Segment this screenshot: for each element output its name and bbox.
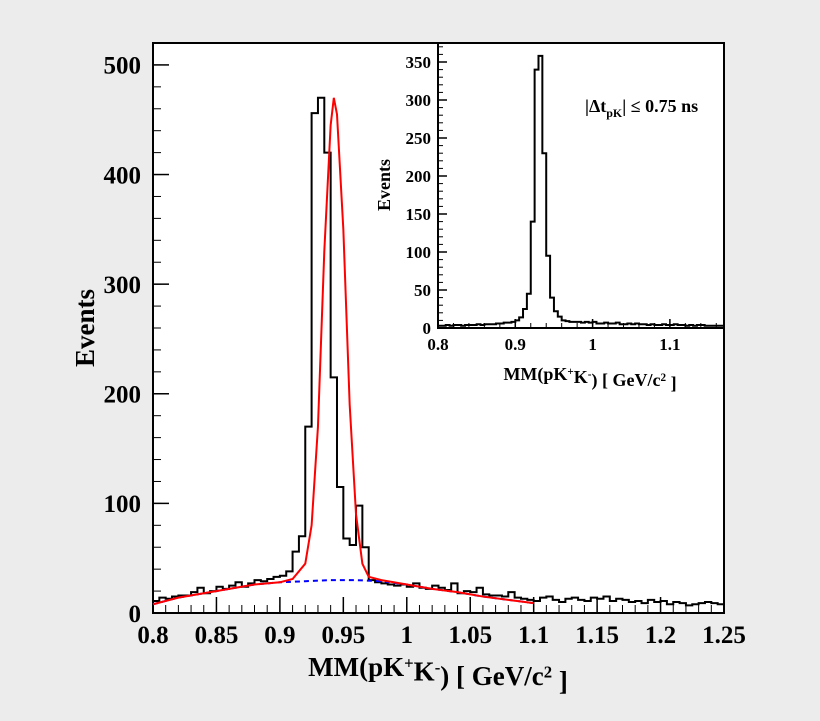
main-x-tick-label: 1.05 xyxy=(448,622,492,649)
inset-plot: 0 50 100 150 200 250 300 350 0.8 0.9 1 1.1 MM(pK+​K-… xyxy=(374,42,725,393)
inset-y-tick-label: 100 xyxy=(406,243,432,262)
main-y-tick-label: 0 xyxy=(129,601,142,628)
main-x-tick-label: 0.9 xyxy=(264,622,295,649)
inset-y-tick-label: 50 xyxy=(414,281,431,300)
main-x-tick-label: 0.95 xyxy=(321,622,365,649)
main-x-axis-label: MM(pK+​K-​) [ GeV/c2​ ] xyxy=(308,652,568,696)
inset-y-tick-label: 0 xyxy=(423,319,432,338)
main-histogram-series xyxy=(153,96,724,607)
main-total-fit-curve xyxy=(152,97,534,606)
main-x-tick-label: 0.8 xyxy=(137,622,168,649)
main-x-tick-label: 0.85 xyxy=(195,622,239,649)
inset-y-axis-label: Events xyxy=(374,159,394,211)
inset-histogram-series xyxy=(438,54,724,327)
main-x-tick-label: 1.25 xyxy=(702,622,746,649)
inset-y-tick-label: 300 xyxy=(406,91,432,110)
main-y-axis-label: Events xyxy=(70,289,100,367)
main-x-tick-label: 1.15 xyxy=(575,622,619,649)
inset-x-tick-label: 1 xyxy=(588,335,597,354)
inset-y-tick-label: 350 xyxy=(406,53,432,72)
inset-y-tick-label: 200 xyxy=(406,167,432,186)
main-y-tick-label: 500 xyxy=(104,53,142,80)
main-y-tick-label: 300 xyxy=(104,272,142,299)
main-x-tick-label: 1.2 xyxy=(645,622,676,649)
inset-annotation: |ΔtpK| ≤ 0.75 ns xyxy=(585,96,698,120)
inset-x-tick-label: 0.8 xyxy=(427,335,448,354)
inset-frame xyxy=(437,42,725,329)
inset-y-tick-label: 150 xyxy=(406,205,432,224)
main-x-tick-label: 1 xyxy=(401,622,414,649)
inset-x-tick-label: 1.1 xyxy=(659,335,680,354)
inset-x-tick-label: 0.9 xyxy=(505,335,526,354)
main-y-tick-label: 100 xyxy=(104,491,142,518)
main-y-tick-label: 200 xyxy=(104,382,142,409)
inset-y-tick-label: 250 xyxy=(406,129,432,148)
main-x-tick-label: 1.1 xyxy=(518,622,549,649)
main-y-tick-label: 400 xyxy=(104,162,142,189)
inset-x-axis-label: MM(pK+​K-​) [ GeV/c2​ ] xyxy=(503,364,676,393)
